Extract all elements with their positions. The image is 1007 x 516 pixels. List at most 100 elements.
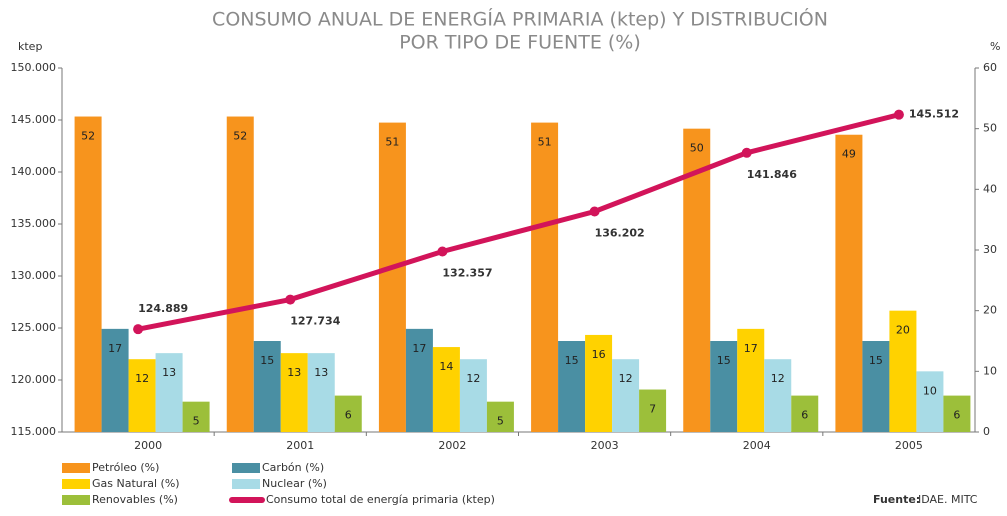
bar <box>683 128 711 432</box>
bar-value-label: 52 <box>81 130 95 143</box>
legend-label: Renovables (%) <box>92 493 178 506</box>
line-point <box>437 246 448 257</box>
bar-value-label: 5 <box>193 415 200 428</box>
line-point <box>285 294 296 305</box>
bar <box>74 116 102 433</box>
legend-swatch <box>232 463 260 473</box>
bar-value-label: 51 <box>538 136 552 149</box>
bar-value-label: 12 <box>619 372 633 385</box>
y-tick-label: 125.000 <box>11 321 57 334</box>
bar <box>307 353 335 432</box>
y-axis-label: ktep <box>18 40 42 53</box>
bar-value-label: 16 <box>592 348 606 361</box>
bar <box>764 359 792 432</box>
line-value-label: 136.202 <box>595 226 645 239</box>
legend-swatch <box>62 463 90 473</box>
bar-value-label: 51 <box>385 136 399 149</box>
x-tick-label: 2001 <box>286 439 314 452</box>
bar <box>253 341 281 432</box>
bar-value-label: 14 <box>439 360 453 373</box>
line-value-label: 132.357 <box>442 266 492 279</box>
bar-value-label: 13 <box>162 366 176 379</box>
bar <box>862 341 890 432</box>
bar-value-label: 13 <box>287 366 301 379</box>
bar <box>101 328 129 432</box>
bar <box>334 395 362 432</box>
x-tick-label: 2005 <box>895 439 923 452</box>
y-tick-label: 150.000 <box>11 61 57 74</box>
y-tick-label: 145.000 <box>11 113 57 126</box>
bar <box>585 334 613 432</box>
legend-swatch <box>62 479 90 489</box>
y2-tick-label: 50 <box>983 122 997 135</box>
chart-title: CONSUMO ANUAL DE ENERGÍA PRIMARIA (ktep)… <box>212 7 828 31</box>
y-tick-label: 140.000 <box>11 165 57 178</box>
bar-value-label: 20 <box>896 324 910 337</box>
bar-value-label: 17 <box>744 342 758 355</box>
y2-axis-label: % <box>990 40 1000 53</box>
y-tick-label: 120.000 <box>11 373 57 386</box>
x-tick-label: 2002 <box>438 439 466 452</box>
bar-value-label: 13 <box>314 366 328 379</box>
line-value-label: 145.512 <box>909 108 959 121</box>
x-tick-label: 2003 <box>591 439 619 452</box>
bar-value-label: 15 <box>869 354 883 367</box>
bar <box>531 122 559 432</box>
y2-tick-label: 40 <box>983 182 997 195</box>
bar-value-label: 12 <box>771 372 785 385</box>
y2-tick-label: 30 <box>983 243 997 256</box>
bar <box>405 328 433 432</box>
bar-value-label: 52 <box>233 130 247 143</box>
bar <box>182 401 210 432</box>
x-tick-label: 2000 <box>134 439 162 452</box>
y2-tick-label: 0 <box>983 425 990 438</box>
line-value-label: 141.846 <box>747 168 797 181</box>
bar <box>486 401 514 432</box>
bar-value-label: 50 <box>690 142 704 155</box>
y-tick-label: 135.000 <box>11 217 57 230</box>
x-tick-label: 2004 <box>743 439 771 452</box>
bar <box>558 341 586 432</box>
chart-title: POR TIPO DE FUENTE (%) <box>399 32 641 54</box>
bar <box>226 116 254 433</box>
bar <box>737 328 765 432</box>
bar <box>916 371 944 432</box>
y-tick-label: 115.000 <box>11 425 57 438</box>
bar-value-label: 6 <box>345 409 352 422</box>
bar <box>639 389 667 432</box>
bar-value-label: 17 <box>108 342 122 355</box>
line-point <box>893 109 904 120</box>
bar-value-label: 15 <box>717 354 731 367</box>
bar <box>378 122 406 432</box>
line-point <box>589 206 600 217</box>
bar-value-label: 5 <box>497 415 504 428</box>
bar <box>835 134 863 432</box>
y2-tick-label: 60 <box>983 61 997 74</box>
legend-swatch <box>62 495 90 505</box>
bar-value-label: 15 <box>565 354 579 367</box>
bar <box>155 353 183 432</box>
legend-label: Nuclear (%) <box>262 477 327 490</box>
bar <box>280 353 308 432</box>
bar <box>889 310 917 432</box>
bar <box>432 347 460 432</box>
bar <box>943 395 971 432</box>
legend-label: Petróleo (%) <box>92 461 159 474</box>
line-value-label: 127.734 <box>290 315 340 328</box>
bar <box>459 359 487 432</box>
bar <box>612 359 640 432</box>
bar-value-label: 12 <box>135 372 149 385</box>
line <box>137 112 900 332</box>
y2-tick-label: 20 <box>983 304 997 317</box>
bar-value-label: 49 <box>842 148 856 161</box>
bar <box>791 395 819 432</box>
bar-value-label: 10 <box>923 384 937 397</box>
source-label: Fuente: <box>873 493 920 506</box>
bar-value-label: 6 <box>953 409 960 422</box>
y-tick-label: 130.000 <box>11 269 57 282</box>
legend-label: Consumo total de energía primaria (ktep) <box>266 493 495 506</box>
legend-label: Carbón (%) <box>262 461 324 474</box>
legend-label: Gas Natural (%) <box>92 477 180 490</box>
line-point <box>741 147 752 158</box>
